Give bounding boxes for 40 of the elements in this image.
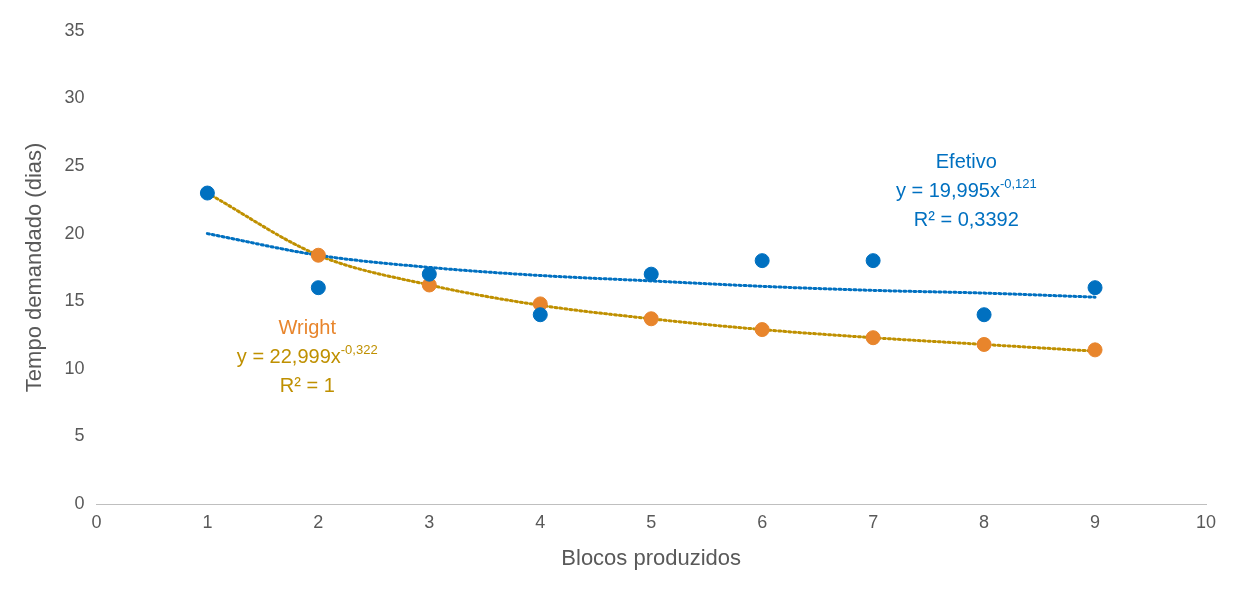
x-tick-label: 9: [1090, 511, 1101, 532]
y-axis-title: Tempo demandado (dias): [21, 142, 47, 393]
x-tick-label: 3: [424, 511, 435, 532]
y-tick-label: 5: [74, 425, 85, 446]
point: [421, 266, 437, 282]
text: Wright: [278, 315, 337, 338]
point: [865, 253, 881, 269]
x-tick-label: 1: [202, 511, 213, 532]
point: [199, 185, 215, 201]
x-tick-label: 0: [91, 511, 102, 532]
x-tick-label: 8: [979, 511, 990, 532]
point: [310, 247, 326, 263]
y-tick-label: 15: [64, 290, 85, 311]
y-tick-label: 25: [64, 154, 85, 175]
x-tick-label: 4: [535, 511, 546, 532]
annotation: R² = 1: [279, 373, 335, 396]
point: [643, 311, 659, 327]
point: [865, 330, 881, 346]
y-tick-label: 0: [74, 492, 85, 513]
point: [1087, 280, 1103, 296]
x-tick-label: 2: [313, 511, 324, 532]
annotation: R² = 0,3392: [913, 208, 1019, 231]
x-tick-label: 7: [868, 511, 879, 532]
y-tick-label: 10: [64, 357, 85, 378]
text: Efetivo: [935, 150, 997, 173]
point: [310, 280, 326, 296]
y-tick-label: 30: [64, 87, 85, 108]
y-tick-label: 20: [64, 222, 85, 243]
x-tick-label: 6: [757, 511, 768, 532]
point: [976, 307, 992, 323]
x-axis-title: Blocos produzidos: [561, 544, 742, 570]
x-tick-label: 5: [646, 511, 657, 532]
point: [754, 253, 770, 269]
point: [976, 336, 992, 352]
x-tick-label: 10: [1195, 511, 1217, 532]
y-tick-label: 35: [64, 19, 85, 40]
point: [532, 307, 548, 323]
point: [1087, 342, 1103, 358]
point: [754, 322, 770, 338]
point: [643, 266, 659, 282]
